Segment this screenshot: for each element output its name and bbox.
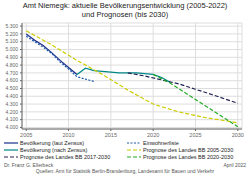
svg-text:2015: 2015 [105, 132, 117, 138]
html-text:April 2022: April 2022 [223, 162, 246, 168]
svg-text:5.000: 5.000 [8, 46, 18, 52]
svg-text:2020: 2020 [147, 132, 159, 138]
svg-text:4.300: 4.300 [8, 101, 18, 107]
svg-text:4.800: 4.800 [8, 62, 18, 68]
svg-text:2010: 2010 [62, 132, 74, 138]
svg-text:4.000: 4.000 [8, 124, 18, 130]
html-text:Prognose des Landes BB 2020-20: Prognose des Landes BB 2020-2030 [143, 154, 234, 160]
html-text:und Prognosen (bis 2030): und Prognosen (bis 2030) [81, 10, 169, 19]
html-text:Quellen: Amt für Statistik Ber: Quellen: Amt für Statistik Berlin-Brande… [35, 168, 215, 174]
svg-text:4.100: 4.100 [8, 116, 18, 122]
html-text:Amt Niemegk: aktuelle Bevölker: Amt Niemegk: aktuelle Bevölkerungsentwic… [22, 1, 228, 10]
svg-text:2030: 2030 [232, 132, 242, 138]
html-text:Dr. Franz G. Ellerbeck: Dr. Franz G. Ellerbeck [4, 162, 54, 168]
svg-text:4.600: 4.600 [8, 77, 18, 83]
svg-text:4.900: 4.900 [8, 54, 18, 60]
svg-text:5.200: 5.200 [8, 31, 18, 37]
svg-text:5.100: 5.100 [8, 38, 18, 44]
svg-text:2005: 2005 [20, 132, 32, 138]
html-text:Bevölkerung (laut Zensus): Bevölkerung (laut Zensus) [20, 140, 85, 146]
svg-text:4.500: 4.500 [8, 85, 18, 91]
svg-text:4.700: 4.700 [8, 70, 18, 76]
html-text:Einwohnerliste: Einwohnerliste [143, 140, 179, 146]
svg-text:5.300: 5.300 [8, 23, 18, 29]
svg-text:2025: 2025 [189, 132, 201, 138]
svg-text:4.200: 4.200 [8, 109, 18, 115]
svg-text:4.400: 4.400 [8, 93, 18, 99]
html-text:Prognose des Landes BB 2017-20: Prognose des Landes BB 2017-2030 [20, 154, 111, 160]
html-text:Prognose des Landes BB 2005-20: Prognose des Landes BB 2005-2030 [143, 147, 234, 153]
html-text:Bevölkerung (nach Zensus): Bevölkerung (nach Zensus) [20, 147, 88, 153]
